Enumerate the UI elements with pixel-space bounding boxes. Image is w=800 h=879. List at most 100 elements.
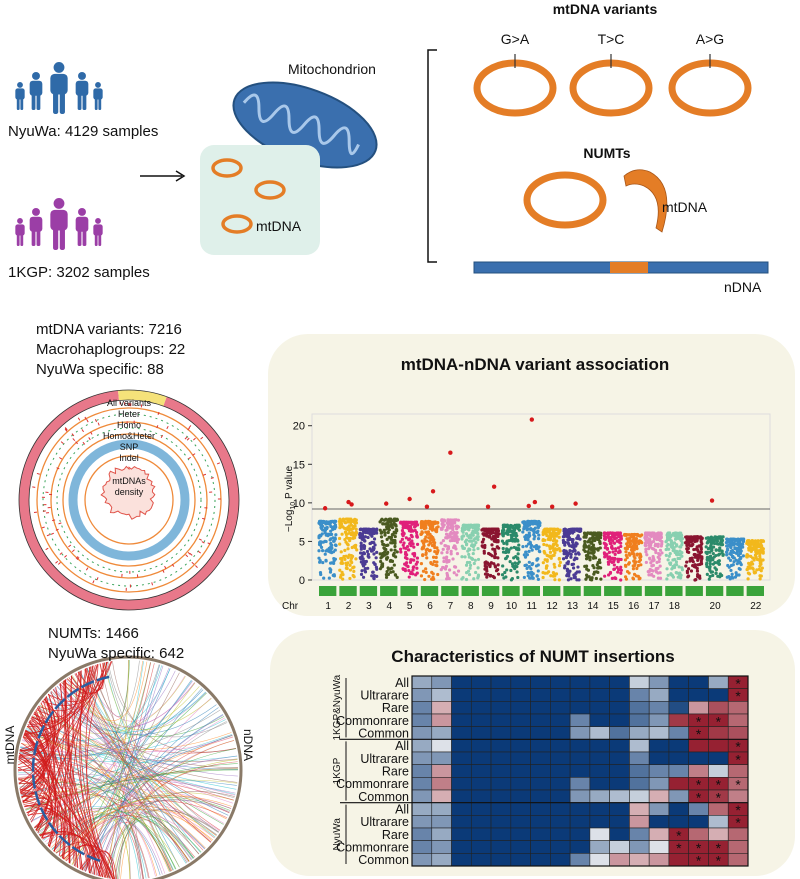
snp-dot <box>444 528 448 532</box>
snp-dot <box>706 539 710 543</box>
snp-dot <box>516 575 520 580</box>
snp-dot <box>353 536 357 540</box>
snp-dot <box>705 564 709 569</box>
snp-dot <box>599 577 603 581</box>
chord <box>27 670 82 727</box>
snp-dot <box>354 557 358 561</box>
significant-hit <box>349 502 354 507</box>
snp-dot <box>363 535 368 539</box>
snp-dot <box>512 545 516 550</box>
snp-dot <box>759 574 763 578</box>
snp-dot <box>505 539 509 543</box>
heatmap-cell <box>490 688 512 702</box>
significance-star: * <box>696 840 702 856</box>
variant-spike <box>60 441 64 444</box>
snp-dot <box>738 557 742 561</box>
snp-dot <box>696 563 700 567</box>
snp-dot <box>436 548 440 553</box>
snp-dot <box>638 555 642 560</box>
significance-star: * <box>716 840 722 856</box>
snp-dot <box>596 570 600 575</box>
heatmap-cell <box>510 777 531 791</box>
snp-dot <box>678 573 682 577</box>
heatmap-cell <box>411 853 433 867</box>
snp-dot <box>329 529 333 533</box>
snp-dot <box>658 571 662 575</box>
snp-dot <box>680 566 684 570</box>
snp-dot <box>434 555 438 560</box>
snp-dot <box>381 522 385 526</box>
chord <box>19 749 45 791</box>
snp-dot <box>368 532 372 536</box>
snp-dot <box>366 566 370 570</box>
snp-dot <box>618 549 622 553</box>
snp-dot <box>466 569 471 573</box>
snp-dot <box>593 538 597 542</box>
row-label: All <box>395 739 409 753</box>
heatmap-cell <box>510 688 531 702</box>
snp-dot <box>709 536 713 540</box>
snp-dot <box>747 539 751 543</box>
chromosome-strip <box>563 586 581 596</box>
snp-dot <box>715 560 720 565</box>
snp-dot <box>427 536 431 540</box>
variant-spike <box>187 456 191 460</box>
snp-dot <box>689 535 693 539</box>
chromosome-cloud <box>439 518 461 581</box>
snp-dot <box>734 537 738 541</box>
snp-dot <box>428 520 432 524</box>
snp-dot <box>405 544 410 549</box>
density-label: mtDNAs <box>112 476 146 486</box>
snp-dot <box>569 555 573 559</box>
snp-dot <box>547 544 552 548</box>
snp-dot <box>393 573 397 577</box>
snp-dot <box>741 554 745 558</box>
snp-dot <box>522 575 526 580</box>
snp-dot <box>375 567 379 571</box>
snp-dot <box>572 543 576 547</box>
significant-hit <box>322 506 328 511</box>
heatmap-cell <box>569 815 591 829</box>
snp-dot <box>330 551 334 555</box>
variant-spike <box>90 431 93 435</box>
snp-dot <box>384 547 388 552</box>
chord-ring <box>13 655 243 879</box>
snp-dot <box>527 549 531 553</box>
snp-dot <box>732 560 736 564</box>
snp-dot <box>534 547 539 551</box>
snp-dot <box>760 546 764 550</box>
snp-dot <box>425 556 429 560</box>
snp-dot <box>706 558 710 562</box>
heatmap-cell <box>589 751 610 765</box>
snp-dot <box>487 535 491 539</box>
heatmap-cell <box>629 815 650 829</box>
heatmap-cell <box>490 840 512 854</box>
snp-dot <box>669 572 673 576</box>
snp-dot <box>322 576 326 580</box>
snp-dot <box>748 562 753 566</box>
chord <box>20 792 54 837</box>
snp-dot <box>467 539 472 543</box>
chord <box>37 696 56 834</box>
snp-dot <box>714 548 718 552</box>
snp-dot <box>490 554 494 558</box>
snp-dot <box>632 572 637 576</box>
variant-spike <box>72 438 76 442</box>
heatmap-cell <box>411 815 433 829</box>
snp-dot <box>473 558 477 562</box>
snp-dot <box>408 542 412 546</box>
snp-dot <box>648 537 652 542</box>
snp-dot <box>695 555 699 559</box>
heatmap-cell <box>510 789 531 803</box>
snp-dot <box>400 537 404 541</box>
snp-dot <box>353 517 357 521</box>
snp-dot <box>507 529 511 534</box>
snp-dot <box>658 576 663 580</box>
snp-dot <box>467 572 472 577</box>
snp-dot <box>672 565 677 570</box>
chord <box>115 809 219 879</box>
chromosome-cloud <box>684 535 704 582</box>
small-rings <box>211 158 286 234</box>
snp-dot <box>752 540 756 544</box>
snp-dot <box>424 535 428 539</box>
